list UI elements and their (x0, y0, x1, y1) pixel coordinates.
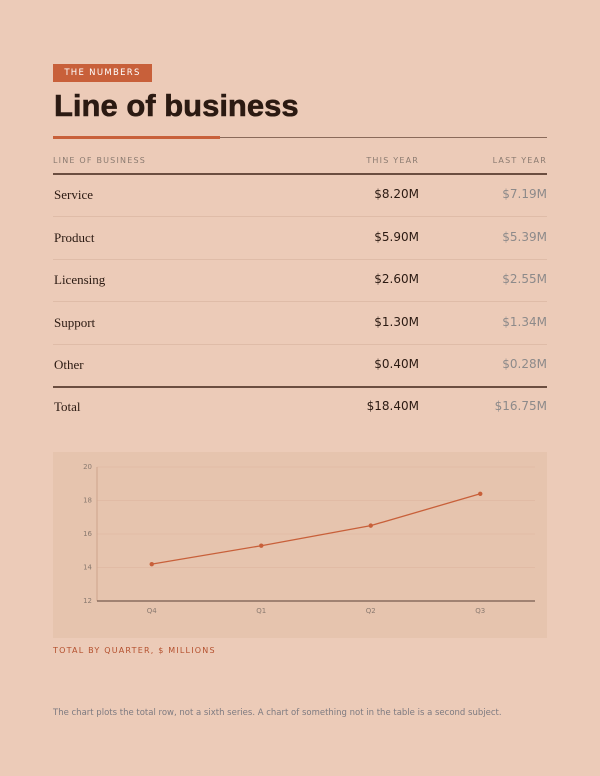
last-year: $2.55M (502, 272, 547, 286)
this-year: $0.40M (374, 357, 419, 371)
footnote: The chart plots the total row, not a six… (53, 708, 502, 718)
total-rule (53, 386, 547, 388)
point (368, 523, 373, 528)
y-tick-label: 12 (83, 597, 92, 605)
y-tick-label: 14 (83, 564, 92, 572)
this-year: $18.40M (366, 399, 419, 413)
y-tick-label: 20 (83, 463, 92, 471)
x-tick-label: Q2 (366, 607, 376, 615)
page-title: Line of business (54, 88, 299, 124)
row-label: Other (54, 357, 84, 372)
row-rule (53, 258, 547, 260)
row-label: Service (54, 187, 93, 202)
point (149, 561, 154, 567)
this-year: $1.30M (374, 314, 419, 329)
row-rule (53, 343, 547, 345)
this-year: $8.20M (374, 187, 419, 201)
x-tick-label: Q4 (147, 607, 158, 615)
row-label: Support (54, 314, 96, 330)
x-tick-label: Q1 (256, 607, 266, 615)
this-year: $2.60M (374, 272, 419, 286)
row-label: Total (54, 399, 81, 414)
y-tick-label: 16 (83, 530, 92, 538)
row-label: Licensing (54, 272, 106, 287)
point (478, 491, 483, 496)
column-header: THIS YEAR (366, 156, 419, 165)
last-year: $16.75M (494, 399, 547, 413)
row-rule (53, 216, 547, 217)
row-rule (53, 301, 547, 302)
column-header: LAST YEAR (492, 156, 547, 165)
column-header: LINE OF BUSINESS (53, 156, 147, 165)
x-tick-label: Q3 (475, 607, 485, 615)
point (259, 543, 264, 548)
chart-panel (53, 452, 547, 638)
last-year: $0.28M (502, 357, 547, 371)
chart: 12 14 16 18 20 Q4 Q1 Q2 Q3 (83, 463, 535, 615)
title-rule (220, 137, 547, 138)
row-label: Product (54, 229, 95, 245)
line (151, 493, 481, 565)
header-rule (53, 173, 547, 175)
y-tick-label: 18 (83, 497, 92, 505)
this-year: $5.90M (374, 229, 419, 244)
last-year: $7.19M (502, 187, 547, 201)
chart-caption: TOTAL BY QUARTER, $ MILLIONS (53, 646, 216, 655)
section-tag: THE NUMBERS (53, 64, 152, 82)
accent-rule (53, 136, 220, 139)
last-year: $5.39M (502, 229, 547, 244)
last-year: $1.34M (502, 314, 547, 329)
